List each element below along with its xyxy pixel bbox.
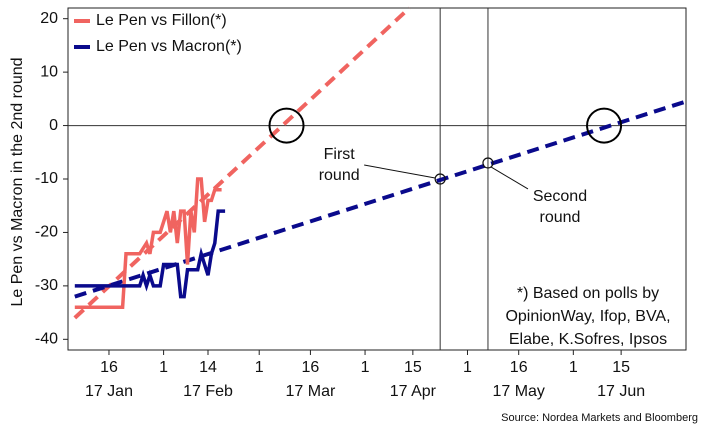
month-label: 17 Apr bbox=[390, 383, 437, 400]
y-tick-label: 20 bbox=[40, 10, 58, 27]
month-label: 17 Jun bbox=[597, 383, 645, 400]
x-tick-label: 1 bbox=[159, 359, 168, 376]
y-tick-label: -20 bbox=[35, 224, 58, 241]
x-tick-label: 1 bbox=[463, 359, 472, 376]
legend-label: Le Pen vs Macron(*) bbox=[96, 38, 242, 55]
event-marker bbox=[434, 173, 446, 185]
note: *) Based on polls by bbox=[517, 285, 659, 302]
x-tick-label: 1 bbox=[361, 359, 370, 376]
x-tick-label: 15 bbox=[404, 359, 422, 376]
trend-line bbox=[73, 6, 411, 320]
month-label: 17 Mar bbox=[286, 383, 336, 400]
series-line bbox=[74, 177, 222, 310]
x-tick-label: 1 bbox=[255, 359, 264, 376]
x-tick-label: 15 bbox=[612, 359, 630, 376]
y-tick-label: 0 bbox=[49, 117, 58, 134]
y-tick-label: -40 bbox=[35, 331, 58, 348]
event-label: Second bbox=[533, 188, 587, 205]
note: OpinionWay, Ifop, BVA, bbox=[505, 308, 670, 325]
event-label: First bbox=[324, 146, 356, 163]
event-arrow bbox=[364, 164, 436, 179]
legend-label: Le Pen vs Fillon(*) bbox=[96, 12, 227, 29]
month-label: 17 Jan bbox=[85, 383, 133, 400]
month-label: 17 May bbox=[492, 383, 544, 400]
x-tick-label: 14 bbox=[199, 359, 217, 376]
source: Source: Nordea Markets and Bloomberg bbox=[501, 412, 698, 424]
note: Elabe, K.Sofres, Ipsos bbox=[509, 331, 667, 348]
trend-line bbox=[74, 99, 687, 299]
highlight-circle bbox=[586, 107, 623, 144]
x-tick-label: 1 bbox=[569, 359, 578, 376]
event-arrow bbox=[490, 166, 529, 190]
event-label: round bbox=[540, 209, 581, 226]
event-label: round bbox=[319, 167, 360, 184]
y-tick-label: -30 bbox=[35, 277, 58, 294]
series-line bbox=[74, 209, 226, 299]
highlight-circle bbox=[268, 107, 305, 144]
x-tick-label: 16 bbox=[100, 359, 118, 376]
month-label: 17 Feb bbox=[183, 383, 233, 400]
y-axis-label: Le Pen vs Macron in the 2nd round bbox=[9, 57, 26, 306]
x-tick-label: 16 bbox=[302, 359, 320, 376]
y-tick-label: -10 bbox=[35, 170, 58, 187]
x-tick-label: 16 bbox=[510, 359, 528, 376]
event-marker bbox=[482, 157, 494, 169]
y-tick-label: 10 bbox=[40, 63, 58, 80]
